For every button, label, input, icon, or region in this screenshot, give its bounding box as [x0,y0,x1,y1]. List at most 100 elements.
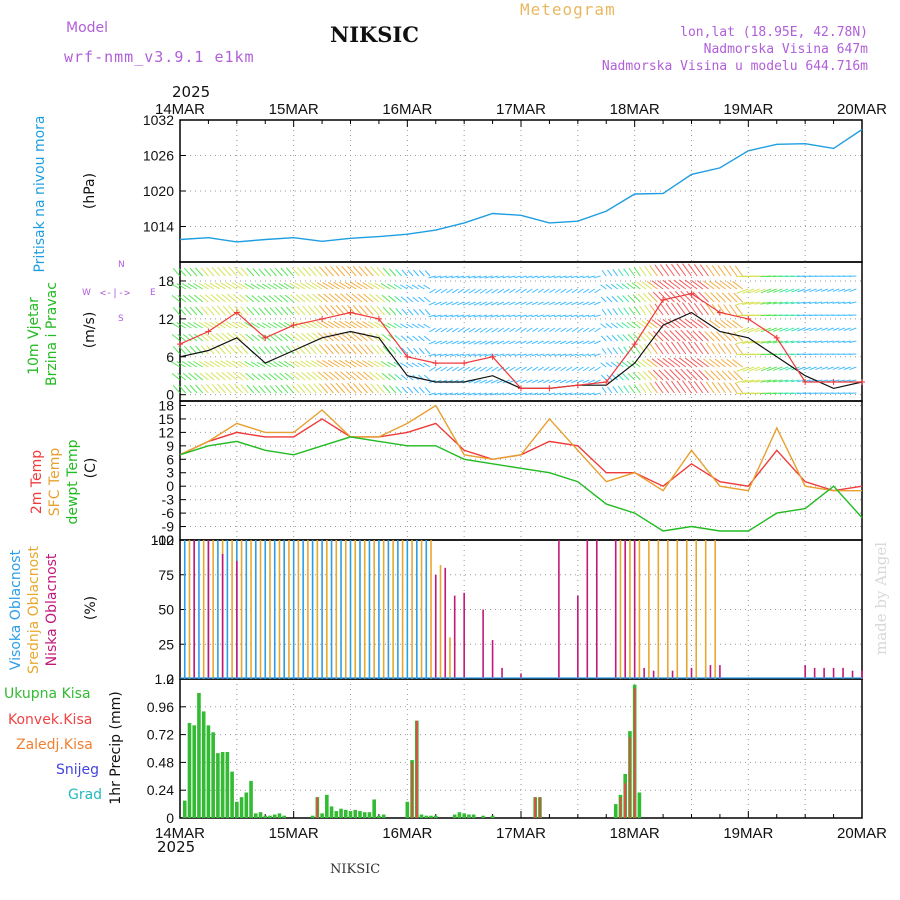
cloud-low-bar [719,665,721,679]
wind-arrow [291,267,300,277]
cloud-low-bar [633,540,636,679]
wind-arrow [537,366,544,371]
wind-arrow [211,345,221,355]
wind-arrow [601,269,607,277]
wind-arrow [401,269,408,277]
x-tick-label-bottom: 14MAR [155,825,205,842]
wind-arrow [537,327,544,332]
wind-arrow [543,301,550,306]
wind-arrow [451,392,459,396]
cloud-mid-bar [202,540,205,679]
wind-arrow [790,340,800,344]
wind-arrow [617,346,624,355]
wind-arrow [646,358,658,368]
wind-arrow [273,322,283,329]
wind-arrow [627,372,636,381]
wind-arrow [279,372,289,381]
wind-arrow [543,379,550,384]
wind-arrow [496,301,505,306]
wind-arrow [462,275,470,279]
wind-arrow [389,307,397,316]
rain-bar [343,809,348,818]
y-tick-label: 6 [166,451,174,467]
wind-arrow [772,379,783,383]
wind-arrow [274,267,283,277]
convective-bar [316,797,319,818]
rain-bar [457,812,462,818]
wind-arrow [313,344,323,355]
wind-arrow [407,347,414,355]
wind-arrow [333,281,346,290]
wind-arrow [600,296,607,303]
wind-arrow [503,288,510,294]
wind-arrow [340,293,351,303]
wind-arrow [721,292,732,303]
wind-arrow [220,282,232,290]
cloud-low-bar [614,540,617,679]
y-tick-label: 1014 [143,219,174,235]
wind-arrow [627,333,636,342]
wind-arrow [654,264,664,277]
wind-arrow [779,288,789,293]
wind-arrow [256,283,266,290]
wind-arrow [686,330,698,342]
wind-arrow [676,380,687,394]
wind-arrow [291,306,300,316]
wind-arrow [520,392,527,396]
cloud-high-bar [387,540,390,679]
wind-arrow [347,382,357,394]
wind-gust-marker [461,360,468,367]
wind-arrow [647,370,658,381]
wind-arrows [170,263,857,396]
wind-arrow [341,382,351,394]
wind-arrow [508,301,516,306]
wind-arrow [705,264,715,277]
wind-arrow [496,353,505,357]
wind-arrow [294,360,306,368]
wind-arrow [434,301,442,306]
wind-arrow [411,284,419,290]
wind-arrow [171,295,181,303]
y-tick-label: -9 [162,519,175,535]
wind-arrow [352,305,363,316]
wind-arrow [374,360,385,368]
cloud-mid-bar [401,540,404,679]
cloud-low-bar [842,667,844,679]
rain-bar [325,794,329,818]
cloud-high-bar [378,540,380,679]
wind-arrow [849,301,857,304]
wind-arrow [537,288,544,293]
wind-arrow [296,345,306,355]
wind-arrow [340,371,351,381]
cloud-mid-bar [629,540,631,679]
wind-arrow [543,288,550,293]
convective-bar [539,797,541,818]
wind-arrow [301,294,312,303]
wind-arrow [641,359,653,368]
wind-arrow [631,321,641,329]
wind-arrow [605,284,613,290]
cloud-low-bar [193,540,196,679]
wind-arrow [754,366,766,372]
wind-arrow [445,353,453,357]
wind-arrow [245,333,255,342]
wind-arrow [439,353,448,357]
wind-arrow [684,357,698,368]
cloud-high-bar [264,540,267,679]
wind-arrow [686,291,698,303]
wind-arrow [323,371,334,381]
wind-arrow [667,279,681,290]
wind-arrow [238,360,249,368]
wind-arrow [394,334,402,342]
wind-arrow [515,327,522,332]
y-tick-label: 12 [158,424,174,440]
model-altitude-label: Nadmorska Visina u modelu 644.716m [601,59,868,74]
wind-arrow [491,366,499,372]
wind-arrow [330,305,340,316]
wind-arrow [269,385,277,394]
wind-arrow [571,366,579,372]
wind-arrow [195,384,204,394]
wind-arrow [714,358,726,368]
wind-arrow [406,335,414,342]
wind-arrow [647,331,658,342]
